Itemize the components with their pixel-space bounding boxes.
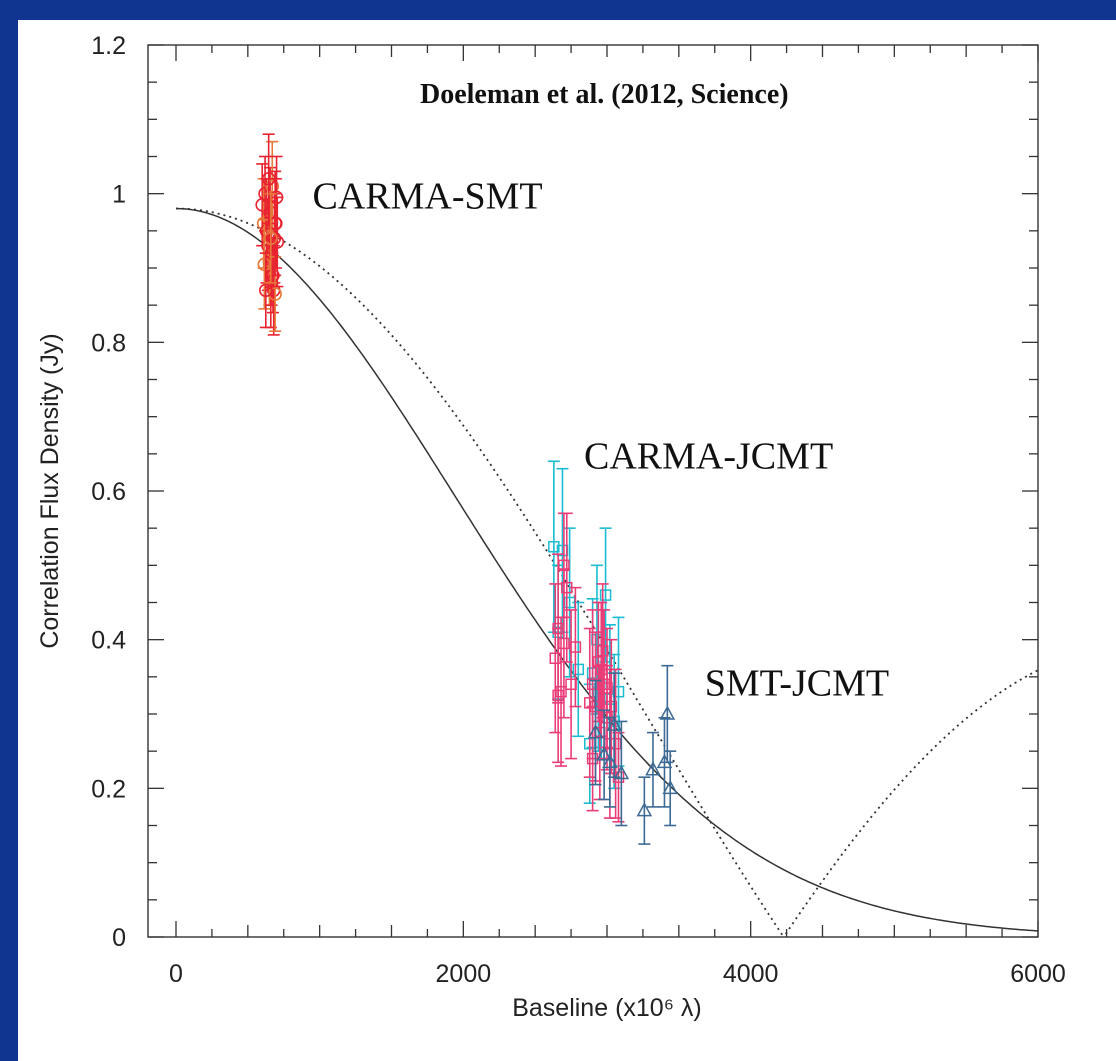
triangle-marker bbox=[613, 764, 630, 780]
square-marker bbox=[548, 541, 560, 553]
data-point bbox=[645, 731, 661, 808]
x-tick-label: 0 bbox=[169, 960, 183, 988]
data-point bbox=[264, 192, 278, 284]
model-curves bbox=[175, 207, 1039, 936]
gaussian-model-curve bbox=[175, 207, 1039, 932]
square-marker bbox=[599, 589, 612, 601]
triangle-marker bbox=[645, 761, 661, 776]
data-point bbox=[557, 512, 570, 619]
data-point bbox=[605, 638, 618, 775]
triangle-marker bbox=[587, 724, 604, 739]
data-point bbox=[552, 627, 565, 764]
group-label-carma-jcmt: CARMA-JCMT bbox=[584, 436, 833, 478]
y-tick-label: 0.6 bbox=[91, 478, 126, 506]
square-marker bbox=[552, 689, 564, 702]
data-point bbox=[565, 609, 578, 760]
y-tick-label: 0.8 bbox=[91, 329, 126, 357]
circle-marker bbox=[264, 231, 278, 246]
x-axis-title: Baseline (x10⁶ λ) bbox=[512, 994, 702, 1022]
x-tick-label: 4000 bbox=[723, 960, 779, 988]
data-point bbox=[569, 586, 582, 708]
square-marker bbox=[596, 645, 609, 657]
y-tick-label: 0.4 bbox=[91, 627, 126, 655]
triangle-marker bbox=[659, 705, 676, 720]
triangle-marker bbox=[596, 746, 612, 761]
y-tick-label: 1.2 bbox=[91, 32, 126, 60]
group-label-carma-smt: CARMA-SMT bbox=[312, 176, 542, 218]
text-labels: Correlation Flux Density (Jy) Baseline (… bbox=[36, 79, 889, 1022]
data-point bbox=[555, 616, 568, 767]
y-tick-label: 0 bbox=[112, 924, 126, 952]
triangle-marker bbox=[606, 716, 622, 731]
data-point bbox=[606, 672, 622, 778]
data-point bbox=[549, 583, 562, 734]
data-point bbox=[602, 716, 618, 808]
square-marker bbox=[555, 685, 567, 698]
y-tick-label: 1 bbox=[112, 181, 126, 209]
x-tick-label: 2000 bbox=[436, 960, 492, 988]
data-point bbox=[270, 196, 285, 288]
square-marker bbox=[558, 559, 570, 572]
group-label-smt-jcmt: SMT-JCMT bbox=[705, 662, 889, 704]
circle-marker bbox=[268, 216, 282, 231]
ring-model-curve bbox=[175, 207, 1039, 936]
data-point bbox=[258, 252, 273, 329]
x-tick-label: 6000 bbox=[1010, 960, 1066, 988]
citation-credit: Doeleman et al. (2012, Science) bbox=[420, 79, 789, 110]
triangle-marker bbox=[636, 802, 653, 817]
data-point bbox=[636, 776, 653, 845]
circle-marker bbox=[258, 283, 273, 298]
circle-marker bbox=[268, 287, 282, 301]
y-axis-title: Correlation Flux Density (Jy) bbox=[36, 333, 64, 648]
data-point bbox=[659, 664, 676, 764]
square-marker bbox=[605, 700, 618, 713]
data-point bbox=[572, 601, 585, 738]
data-point bbox=[613, 720, 630, 827]
data-point bbox=[268, 170, 282, 277]
square-marker bbox=[569, 641, 582, 653]
axes-layer: 0 0.2 0.4 0.6 0.8 1 1.2 0 2000 4000 6000 bbox=[91, 32, 1066, 988]
data-point bbox=[587, 679, 604, 786]
data-point bbox=[662, 750, 678, 827]
triangle-marker bbox=[602, 753, 618, 769]
y-tick-label: 0.2 bbox=[91, 775, 126, 803]
square-marker bbox=[572, 663, 585, 676]
triangle-marker bbox=[662, 779, 678, 795]
data-points bbox=[255, 133, 678, 845]
data-point bbox=[596, 709, 612, 801]
